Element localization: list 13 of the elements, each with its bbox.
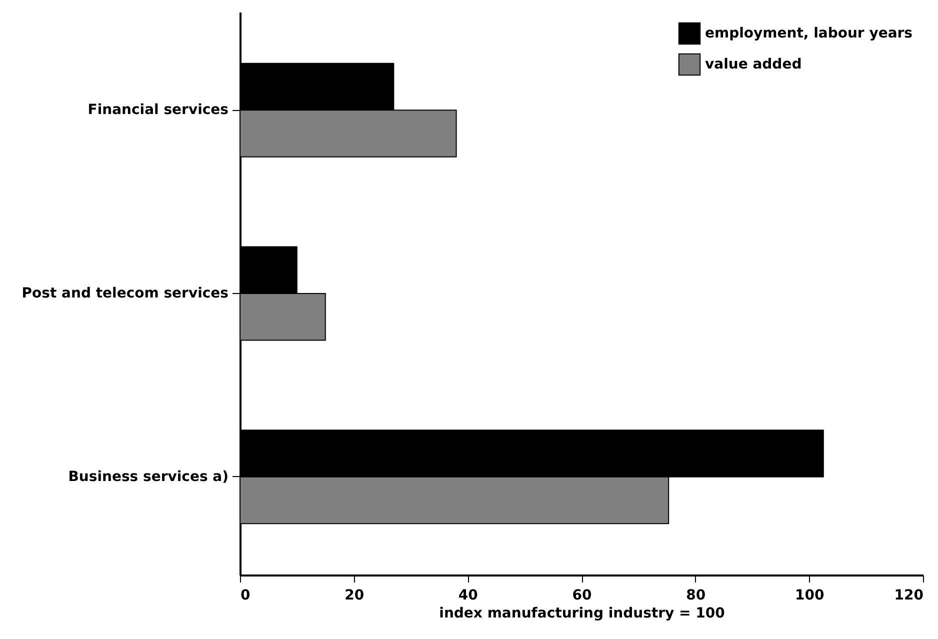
x-tick-label: 0 [240, 588, 250, 604]
x-tick-label: 20 [344, 588, 364, 604]
x-tick-label: 100 [795, 588, 825, 604]
x-tick-label: 40 [458, 588, 478, 604]
x-tick-label: 120 [894, 588, 924, 604]
y-tick-label: Post and telecom services [22, 286, 228, 302]
legend-label: value added [705, 56, 802, 72]
y-tick-label: Business services a) [68, 468, 228, 485]
x-tick-label: 80 [686, 588, 706, 604]
x-axis-title: index manufacturing industry = 100 [439, 606, 726, 622]
x-tick-label: 60 [572, 588, 592, 604]
legend-label: employment, labour years [705, 26, 913, 42]
y-tick-label: Financial services [88, 102, 228, 118]
